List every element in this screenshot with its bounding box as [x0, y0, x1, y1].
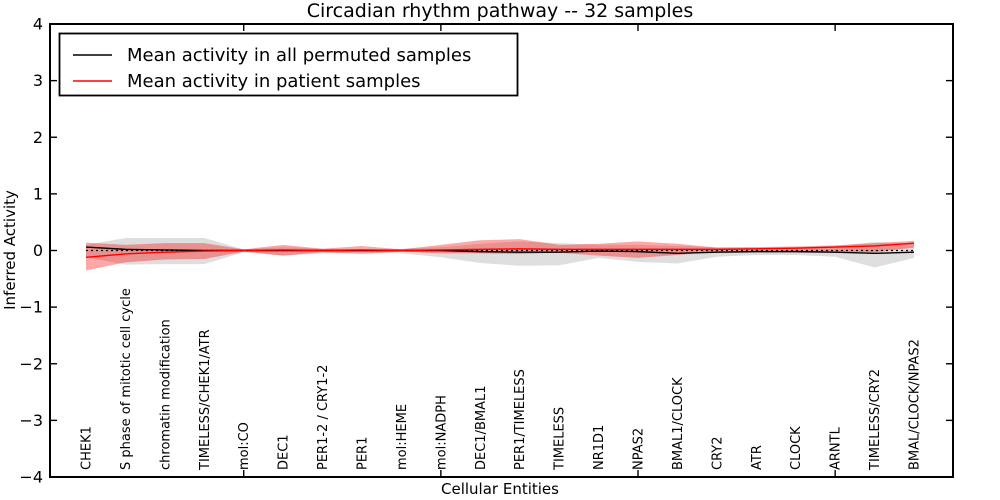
- entity-label: BMAL/CLOCK/NPAS2: [908, 339, 923, 470]
- legend: Mean activity in all permuted samples Me…: [58, 32, 519, 97]
- entity-label: chromatin modification: [158, 319, 173, 470]
- y-tick-label: −2: [19, 354, 43, 373]
- entity-label: NR1D1: [592, 425, 607, 470]
- y-tick-label: 4: [33, 15, 43, 34]
- entity-label: ATR: [750, 445, 765, 470]
- legend-permuted-label: Mean activity in all permuted samples: [127, 45, 471, 66]
- chart-title: Circadian rhythm pathway -- 32 samples: [307, 0, 694, 22]
- entity-label: TIMELESS/CHEK1/ATR: [198, 329, 213, 471]
- entity-label: CHEK1: [80, 426, 95, 470]
- patient-range-band: [86, 239, 914, 271]
- entity-label: mol:HEME: [395, 404, 410, 470]
- entity-label: NPAS2: [632, 428, 647, 470]
- entity-label: mol:NADPH: [434, 395, 449, 470]
- y-tick-label: 0: [33, 241, 43, 260]
- entity-label: TIMELESS/CRY2: [868, 369, 883, 471]
- x-axis-label: Cellular Entities: [441, 480, 559, 498]
- entity-label: BMAL1/CLOCK: [671, 377, 686, 470]
- y-tick-label: −4: [19, 468, 43, 487]
- legend-box: [58, 32, 519, 97]
- entity-label: CRY2: [710, 437, 725, 471]
- entity-label: PER1-2 / CRY1-2: [316, 365, 331, 470]
- entity-label: DEC1: [277, 434, 292, 470]
- entity-label: PER1/TIMELESS: [513, 369, 528, 470]
- entity-label: S phase of mitotic cell cycle: [119, 288, 134, 470]
- y-tick-label: 1: [33, 184, 43, 203]
- entity-label: ARNTL: [829, 426, 844, 470]
- y-axis-label: Inferred Activity: [1, 190, 19, 310]
- entity-label: mol:CO: [237, 422, 252, 470]
- entity-label: PER1: [356, 437, 371, 470]
- y-tick-label: 2: [33, 128, 43, 147]
- entity-label: CLOCK: [789, 426, 804, 470]
- plot-area: −4 −3 −2 −1 0 1 2 3 4 CHEK1 S phase of mitotic cel…: [19, 15, 953, 487]
- patient-mean-line: [85, 242, 915, 258]
- entity-label: TIMELESS: [553, 407, 568, 471]
- y-tick-label: −1: [19, 298, 43, 317]
- entity-label: DEC1/BMAL1: [474, 386, 489, 471]
- permuted-range-band: [86, 238, 914, 268]
- legend-patient-label: Mean activity in patient samples: [127, 71, 421, 92]
- y-tick-label: 3: [33, 71, 43, 90]
- y-tick-label: −3: [19, 411, 43, 430]
